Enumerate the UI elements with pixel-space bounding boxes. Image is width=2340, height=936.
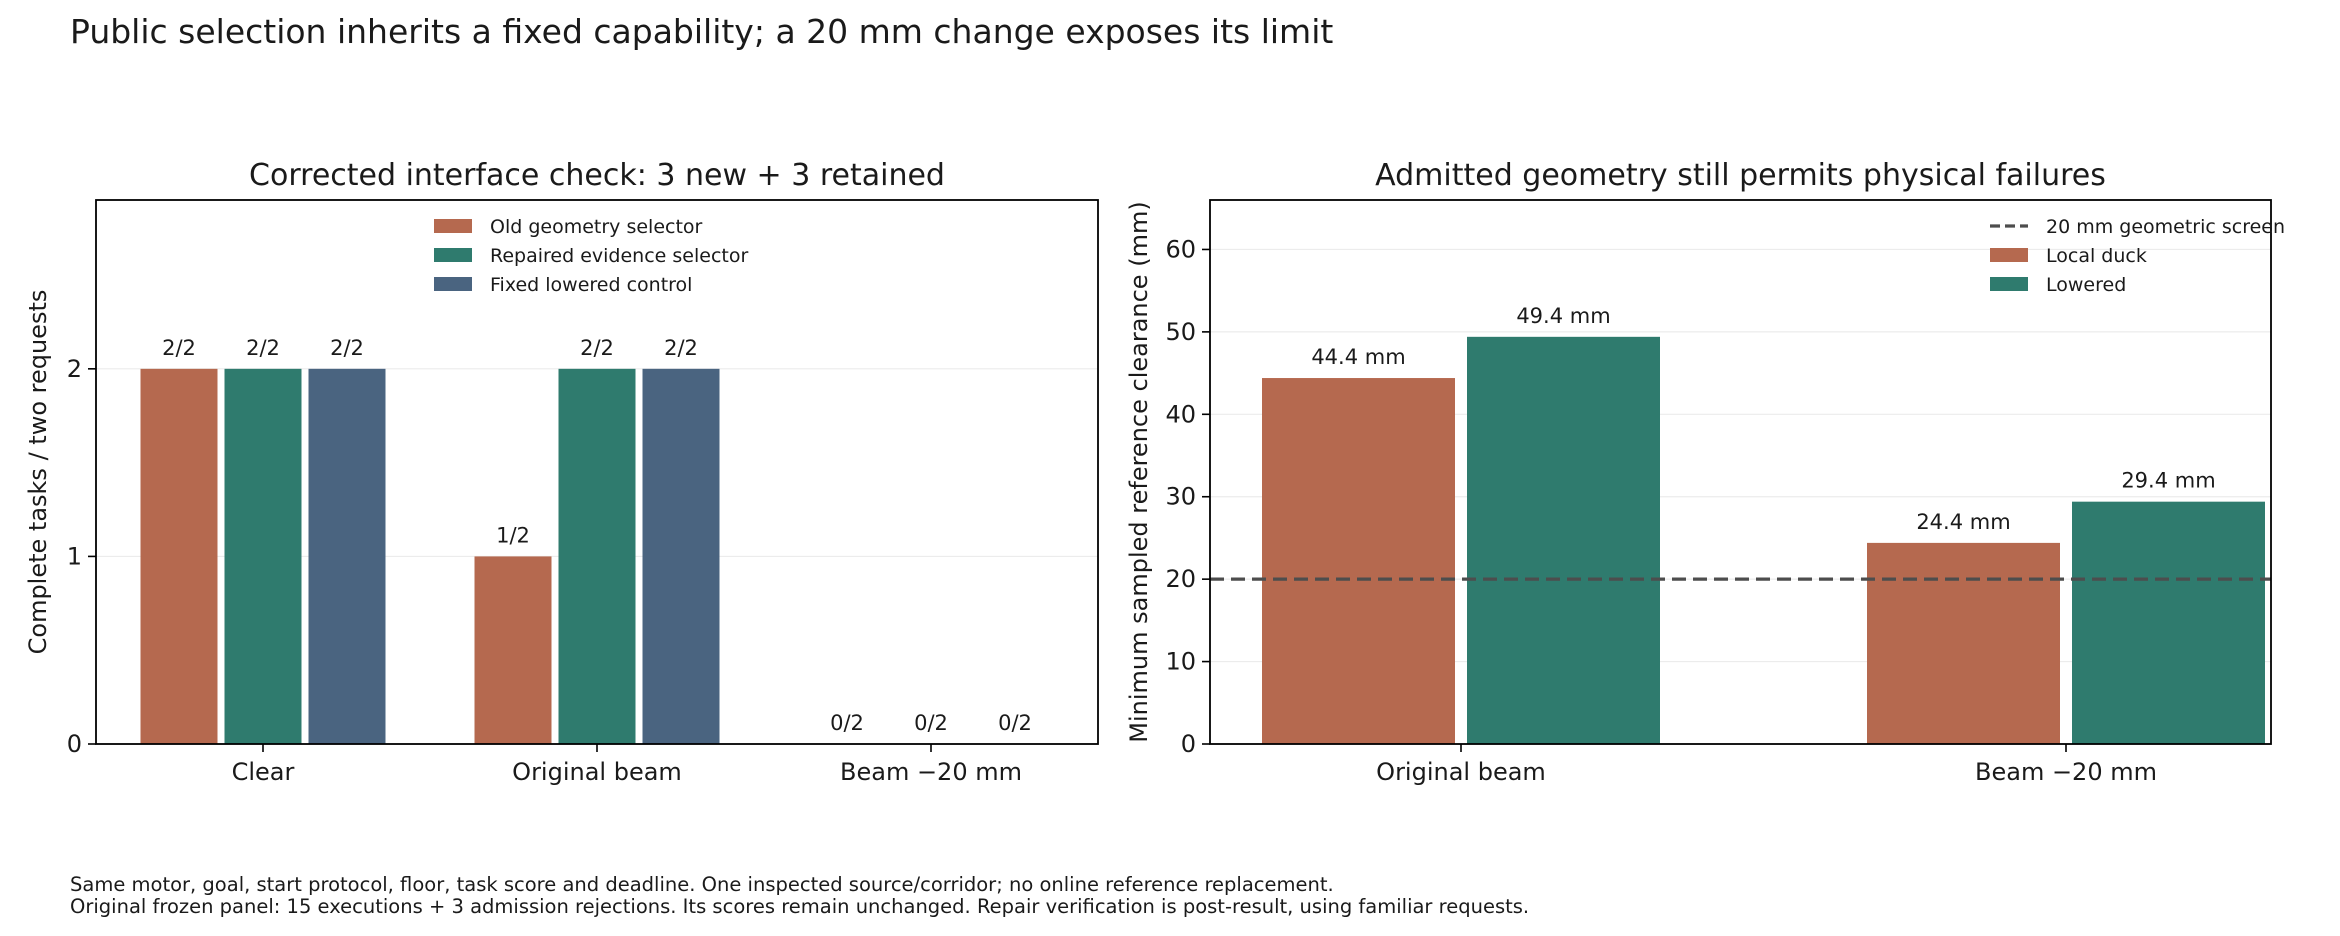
bar-1-1-1 — [2072, 501, 2265, 744]
legend-label: Old geometry selector — [490, 216, 703, 238]
chart-title: Corrected interface check: 3 new + 3 ret… — [249, 158, 945, 193]
bar-0-0-1 — [474, 556, 552, 744]
legend-label: Local duck — [2046, 245, 2147, 267]
bar-label: 2/2 — [664, 336, 698, 360]
x-tick-label: Clear — [232, 758, 295, 786]
x-tick-label: Beam −20 mm — [840, 758, 1022, 786]
y-tick-label: 60 — [1165, 235, 1196, 263]
bar-label: 24.4 mm — [1916, 510, 2010, 534]
y-axis-label: Minimum sampled reference clearance (mm) — [1125, 201, 1153, 742]
x-tick-label: Beam −20 mm — [1975, 758, 2157, 786]
y-tick-label: 0 — [1181, 730, 1196, 758]
legend-swatch — [434, 277, 472, 291]
bar-label: 29.4 mm — [2121, 469, 2215, 493]
x-tick-label: Original beam — [1376, 758, 1546, 786]
bar-0-2-1 — [642, 368, 720, 744]
axes-frame — [1209, 199, 2272, 745]
y-tick-label: 30 — [1165, 483, 1196, 511]
y-tick-label: 40 — [1165, 400, 1196, 428]
bar-label: 2/2 — [162, 336, 196, 360]
bar-1-0-0 — [1262, 378, 1455, 744]
chart-title: Admitted geometry still permits physical… — [1375, 158, 2106, 193]
y-tick-label: 20 — [1165, 565, 1196, 593]
bar-label: 0/2 — [914, 711, 948, 735]
bar-1-1-0 — [1467, 336, 1660, 744]
bar-1-0-1 — [1867, 542, 2060, 744]
bar-label: 0/2 — [998, 711, 1032, 735]
bar-label: 2/2 — [580, 336, 614, 360]
legend-label: Fixed lowered control — [490, 274, 692, 296]
legend-label: 20 mm geometric screen — [2046, 216, 2285, 238]
bar-0-1-1 — [558, 368, 636, 744]
legend-swatch — [434, 219, 472, 233]
bar-0-2-0 — [308, 368, 386, 744]
legend-label: Repaired evidence selector — [490, 245, 748, 267]
chart-left: 2/2 1/2 0/2 2/2 2/2 0/2 2/2 2/2 0/2 0 1 2 Clear Origi… — [24, 158, 1099, 786]
y-tick-label: 10 — [1165, 648, 1196, 676]
bar-label: 44.4 mm — [1311, 345, 1405, 369]
footnote-line-1: Same motor, goal, start protocol, floor,… — [70, 873, 1334, 896]
bar-label: 1/2 — [496, 523, 530, 547]
footnote-line-2: Original frozen panel: 15 executions + 3… — [70, 895, 1530, 918]
x-tick-label: Original beam — [512, 758, 682, 786]
bar-0-0-0 — [140, 368, 218, 744]
y-tick-label: 50 — [1165, 318, 1196, 346]
y-tick-label: 2 — [67, 355, 82, 383]
legend-swatch — [1990, 248, 2028, 262]
y-axis-label: Complete tasks / two requests — [24, 290, 52, 655]
legend-swatch — [434, 248, 472, 262]
y-tick-label: 0 — [67, 730, 82, 758]
bar-0-1-0 — [224, 368, 302, 744]
bar-label: 2/2 — [330, 336, 364, 360]
legend-label: Lowered — [2046, 274, 2126, 296]
bar-label: 0/2 — [830, 711, 864, 735]
figure-title: Public selection inherits a fixed capabi… — [70, 12, 1334, 51]
y-tick-label: 1 — [67, 542, 82, 570]
chart-right: 44.4 mm 24.4 mm 49.4 mm 29.4 mm 0 10 20 30 40 50 6… — [1125, 158, 2285, 786]
bar-label: 49.4 mm — [1516, 304, 1610, 328]
legend-swatch — [1990, 277, 2028, 291]
bar-label: 2/2 — [246, 336, 280, 360]
